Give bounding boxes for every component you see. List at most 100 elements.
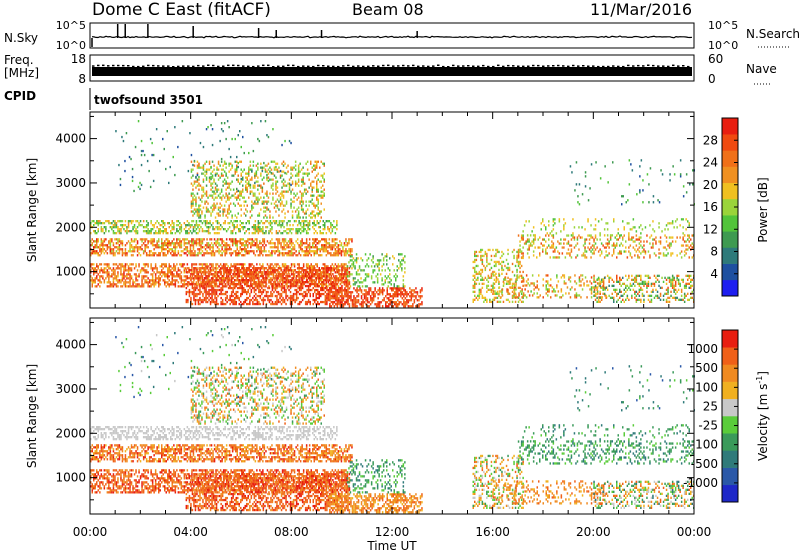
power-cell (198, 216, 200, 219)
power-cell (234, 286, 236, 290)
power-cell (308, 244, 311, 247)
power-cell (207, 244, 210, 247)
power-cell (338, 297, 340, 300)
power-cell (330, 290, 333, 294)
power-cell (188, 269, 191, 272)
power-cell (252, 302, 254, 306)
power-cell (150, 283, 152, 286)
power-cell (245, 244, 247, 247)
power-cell (260, 196, 262, 199)
power-cell (247, 275, 249, 278)
power-cell (139, 248, 142, 251)
power-cell (211, 204, 214, 207)
power-cell (196, 184, 199, 187)
power-cell (249, 302, 251, 306)
power-cell (177, 230, 180, 233)
power-cell (127, 285, 130, 288)
power-cell (241, 292, 243, 296)
power-cell (253, 232, 255, 235)
power-cell (255, 198, 258, 201)
power-cell (289, 296, 292, 300)
power-cell (302, 242, 305, 245)
power-cell (270, 267, 272, 270)
power-cell (100, 250, 103, 253)
power-cell (319, 275, 321, 278)
power-cell (171, 232, 173, 235)
power-cell (327, 265, 329, 268)
power-cell (324, 244, 326, 247)
power-cell (281, 254, 284, 257)
power-cell (145, 269, 148, 272)
power-cell (193, 290, 195, 294)
power-cell (257, 232, 260, 235)
power-cell (279, 198, 282, 201)
power-cell (232, 300, 234, 304)
power-cell (322, 228, 324, 231)
power-cell (254, 172, 256, 175)
power-cell (173, 228, 175, 231)
power-cell (189, 244, 192, 247)
freq-trace-jitter (652, 64, 655, 67)
power-cell (238, 286, 240, 290)
power-cell (305, 204, 307, 207)
power-cell (283, 252, 285, 255)
power-cell (124, 265, 127, 268)
power-cell (287, 182, 289, 185)
power-cell (218, 222, 220, 225)
power-cell (230, 275, 233, 278)
power-cell (129, 277, 131, 280)
power-cell (310, 254, 312, 257)
power-cell (242, 226, 244, 229)
power-cell (252, 273, 254, 276)
power-cell (319, 180, 321, 183)
power-cell (336, 228, 338, 231)
power-cell (331, 240, 334, 243)
power-cell (298, 228, 300, 231)
power-cell (253, 224, 255, 227)
freq-trace-jitter (227, 64, 230, 67)
power-cell (246, 284, 248, 288)
power-cell (136, 285, 139, 288)
power-cell (186, 248, 189, 251)
power-cell (312, 271, 314, 274)
power-cell (297, 212, 300, 215)
power-cell (223, 160, 226, 163)
power-cell (205, 176, 208, 179)
power-cell (407, 305, 410, 308)
power-cell (239, 190, 241, 193)
power-cell (308, 224, 311, 227)
power-cell (141, 277, 143, 280)
power-cell (321, 285, 323, 288)
power-cell (336, 220, 338, 223)
power-cell (287, 220, 290, 223)
power-cell (176, 230, 178, 233)
power-cell (150, 279, 152, 282)
power-cell (249, 168, 252, 171)
power-cell (248, 168, 250, 171)
power-cell (305, 224, 308, 227)
power-cell (281, 174, 283, 177)
power-cell (99, 220, 101, 223)
power-cell (278, 224, 281, 227)
power-cell (171, 242, 173, 245)
power-cell (305, 238, 308, 241)
power-cell (199, 204, 202, 207)
power-cell (409, 305, 411, 308)
power-cell (345, 281, 348, 284)
power-cell (360, 301, 363, 304)
power-cell (279, 300, 281, 304)
power-cell (159, 254, 161, 257)
power-cell (375, 303, 378, 306)
power-cell (144, 265, 146, 268)
power-cell (203, 277, 206, 280)
power-cell (283, 298, 286, 302)
power-cell (262, 267, 264, 270)
power-cell (231, 252, 234, 255)
power-cell (264, 273, 266, 276)
power-cell (158, 252, 160, 255)
power-cell (269, 265, 272, 268)
power-cell (211, 210, 214, 213)
power-cell (298, 265, 300, 268)
power-cell (419, 303, 422, 306)
power-cell (347, 281, 349, 284)
